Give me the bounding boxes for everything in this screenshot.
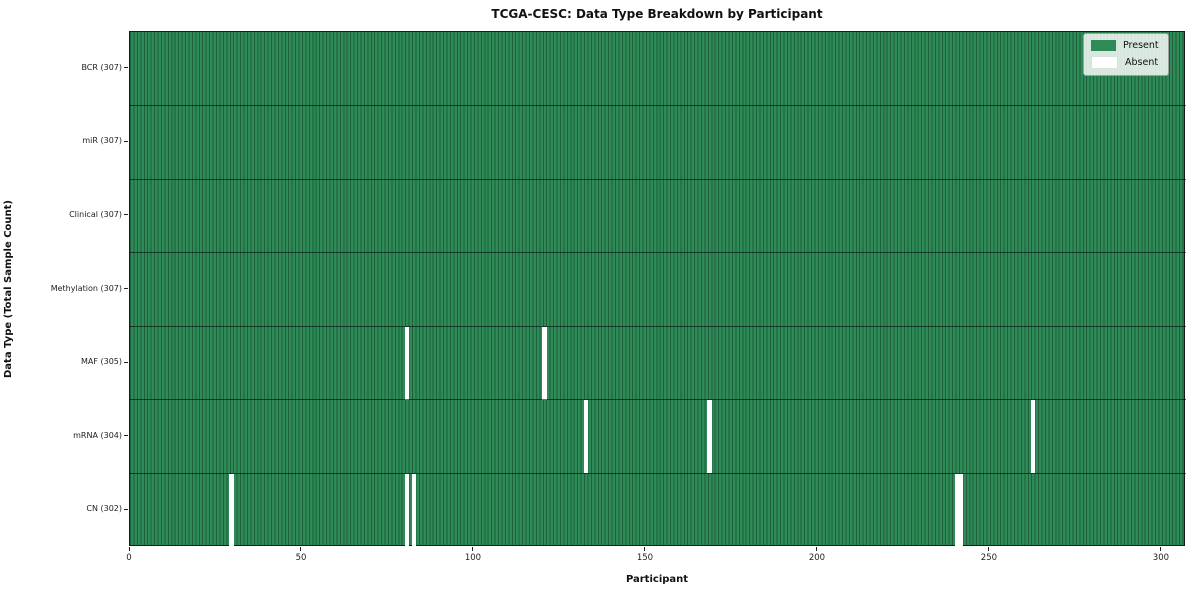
- absent-cell: [404, 473, 410, 547]
- absent-cell: [1030, 400, 1036, 474]
- x-tick-label: 150: [636, 553, 654, 563]
- row-divider: [130, 178, 1186, 180]
- x-tick-label: 0: [126, 553, 132, 563]
- row-divider: [130, 325, 1186, 327]
- legend-swatch-present: [1091, 40, 1116, 51]
- legend-label: Present: [1123, 40, 1159, 51]
- absent-cell: [955, 473, 960, 547]
- x-tick-mark: [816, 547, 818, 551]
- absent-cell: [229, 473, 234, 547]
- chart-title: TCGA-CESC: Data Type Breakdown by Partic…: [491, 7, 823, 21]
- y-tick-mark: [124, 361, 128, 363]
- x-axis-label: Participant: [625, 574, 689, 585]
- y-tick-mark: [124, 140, 128, 142]
- legend-swatch-absent: [1091, 56, 1118, 69]
- x-tick-mark: [472, 547, 474, 551]
- y-tick-label: miR (307): [82, 136, 122, 146]
- y-tick-label: Methylation (307): [50, 283, 122, 293]
- y-tick-mark: [124, 67, 128, 69]
- y-tick-label: MAF (305): [80, 357, 122, 367]
- y-tick-mark: [124, 214, 128, 216]
- y-tick-label: Clinical (307): [69, 209, 122, 219]
- plot-area: [129, 31, 1186, 547]
- legend-item: Absent: [1091, 56, 1159, 69]
- x-tick-mark: [1160, 547, 1162, 551]
- x-tick-label: 250: [980, 553, 998, 563]
- x-tick-mark: [128, 547, 130, 551]
- y-tick-label: BCR (307): [81, 62, 122, 72]
- legend-label: Absent: [1125, 57, 1159, 68]
- x-tick-mark: [988, 547, 990, 551]
- x-tick-label: 50: [295, 553, 307, 563]
- legend-item: Present: [1091, 40, 1159, 51]
- row-divider: [130, 252, 1186, 254]
- row-divider: [130, 399, 1186, 401]
- absent-cell: [958, 473, 963, 547]
- legend: Present Absent: [1083, 33, 1169, 76]
- y-tick-label: CN (302): [86, 504, 122, 514]
- y-tick-label: mRNA (304): [73, 430, 122, 440]
- absent-cell: [542, 326, 547, 400]
- x-tick-mark: [644, 547, 646, 551]
- absent-cell: [404, 326, 410, 400]
- absent-cell: [583, 400, 588, 474]
- x-tick-label: 100: [464, 553, 482, 563]
- y-tick-mark: [124, 508, 128, 510]
- absent-cell: [707, 400, 712, 474]
- row-divider: [130, 105, 1186, 107]
- row-divider: [130, 472, 1186, 474]
- x-tick-label: 200: [808, 553, 826, 563]
- absent-cell: [411, 473, 416, 547]
- x-tick-mark: [300, 547, 302, 551]
- x-tick-label: 300: [1152, 553, 1170, 563]
- y-tick-mark: [124, 435, 128, 437]
- y-tick-mark: [124, 288, 128, 289]
